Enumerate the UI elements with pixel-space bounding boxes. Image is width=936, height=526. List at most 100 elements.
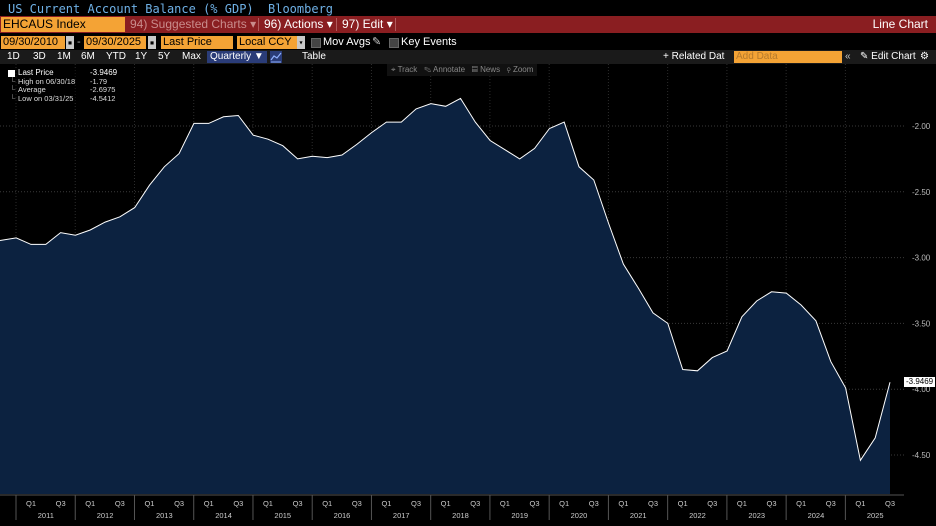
x-year-label: 2011 (38, 511, 54, 520)
area-fill (0, 98, 890, 495)
legend-high: └ High on 06/30/18 -1.79 (4, 76, 116, 87)
field-select[interactable]: Last Price (161, 36, 233, 49)
range-5y-button[interactable]: 5Y (158, 51, 171, 62)
line-chart-icon-svg (270, 52, 282, 63)
x-quarter-label: Q1 (737, 499, 747, 508)
divider (258, 18, 259, 31)
x-axis-band (0, 494, 936, 526)
x-quarter-label: Q1 (796, 499, 806, 508)
range-1d-button[interactable]: 1D (7, 51, 20, 62)
series-line (0, 97, 891, 462)
x-quarter-label: Q3 (352, 499, 362, 508)
legend-average: └ Average -2.6975 (4, 85, 116, 95)
x-year-label: 2018 (452, 511, 469, 520)
range-ytd-button[interactable]: YTD (106, 51, 126, 62)
key-events-checkbox[interactable] (389, 38, 399, 48)
news-tool[interactable]: News (480, 65, 501, 74)
start-date-field[interactable]: 09/30/2010 (1, 36, 65, 49)
x-quarter-label: Q3 (470, 499, 480, 508)
range-1m-button[interactable]: 1M (57, 51, 71, 62)
x-year-label: 2022 (689, 511, 706, 520)
x-quarter-label: Q1 (381, 499, 391, 508)
x-year-label: 2012 (97, 511, 114, 520)
legend-high-label: High on 06/30/18 (18, 76, 76, 86)
options-bar: 09/30/2010 ▪ - 09/30/2025 ▪ Last Price L… (0, 35, 936, 50)
divider (336, 18, 337, 31)
y-tick-label: -4.00 (912, 385, 931, 394)
related-data-button[interactable]: + Related Dat (663, 51, 725, 62)
range-toolbar: 1D 3D 1M 6M YTD 1Y 5Y Max Quarterly ▼ Ta… (0, 50, 936, 64)
last-price-tag: -3.9469 (904, 377, 936, 388)
suggested-charts-label: 94) Suggested Charts (130, 17, 247, 31)
x-quarter-label: Q1 (204, 499, 214, 508)
range-max-button[interactable]: Max (182, 51, 201, 62)
x-quarter-label: Q1 (855, 499, 865, 508)
add-data-input[interactable]: Add Data (734, 51, 842, 63)
settings-icon[interactable]: ⚙ (920, 51, 929, 62)
x-quarter-label: Q1 (144, 499, 154, 508)
legend-last-price-label: Last Price (18, 68, 54, 77)
x-quarter-label: Q3 (707, 499, 717, 508)
y-tick-label: -4.50 (912, 451, 931, 460)
x-quarter-label: Q1 (263, 499, 273, 508)
x-quarter-label: Q3 (530, 499, 540, 508)
x-quarter-label: Q1 (322, 499, 332, 508)
mov-avgs-checkbox[interactable] (311, 38, 321, 48)
news-icon: ▤ (471, 65, 478, 74)
annotate-tool[interactable]: Annotate (433, 65, 466, 74)
legend-tree-icon: └ (10, 76, 16, 86)
x-year-label: 2017 (393, 511, 410, 520)
chevron-down-icon: ▼ (253, 51, 264, 62)
currency-select[interactable]: Local CCY (237, 36, 297, 49)
pencil-icon[interactable]: ✎ (372, 36, 382, 48)
x-quarter-label: Q3 (411, 499, 421, 508)
x-year-label: 2021 (630, 511, 647, 520)
chevron-down-icon[interactable]: ▾ (297, 36, 305, 49)
frequency-select[interactable]: Quarterly ▼ (207, 51, 267, 63)
frequency-label: Quarterly (210, 51, 252, 62)
legend-high-value: -1.79 (90, 76, 108, 86)
edit-chart-button[interactable]: ✎ Edit Chart (860, 50, 916, 64)
calendar-icon[interactable]: ▪ (148, 36, 156, 49)
x-year-label: 2016 (334, 511, 351, 520)
legend-tree-icon: └ (10, 85, 16, 94)
collapse-icon[interactable]: « (845, 51, 851, 62)
legend-low: └ Low on 03/31/25 -4.5412 (4, 93, 116, 104)
zoom-tool[interactable]: Zoom (512, 65, 534, 74)
range-3d-button[interactable]: 3D (33, 51, 46, 62)
ticker-input[interactable]: EHCAUS Index (1, 17, 125, 32)
edit-label: 97) Edit (342, 17, 384, 31)
legend: Last Price -3.9469 └ High on 06/30/18 -1… (4, 68, 117, 104)
chart-tools: ⌖ Track ✎ Annotate ▤ News ⚲ Zoom (387, 64, 538, 76)
actions-button[interactable]: 96) Actions ▾ (264, 17, 333, 32)
x-quarter-label: Q3 (293, 499, 303, 508)
chevron-down-icon: ▾ (326, 17, 333, 31)
x-quarter-label: Q3 (56, 499, 66, 508)
x-quarter-label: Q3 (233, 499, 243, 508)
legend-average-value: -2.6975 (90, 85, 116, 94)
track-icon: ⌖ (391, 65, 396, 74)
actions-label: 96) Actions (264, 17, 324, 31)
edit-chart-label: Edit Chart (871, 51, 916, 62)
y-tick-label: -2.00 (912, 122, 931, 131)
legend-low-label: Low on 03/31/25 (18, 93, 74, 103)
table-button[interactable]: Table (302, 51, 326, 62)
range-6m-button[interactable]: 6M (81, 51, 95, 62)
chart-area[interactable]: -2.00 -2.50 -3.00 -3.50 -4.00 -4.50 Q1 Q3 2011 Q1… (0, 64, 936, 526)
x-quarter-label: Q3 (885, 499, 895, 508)
suggested-charts-button[interactable]: 94) Suggested Charts ▾ (130, 17, 256, 32)
source-label: Bloomberg (268, 2, 334, 16)
y-tick-label: -2.50 (912, 188, 931, 197)
edit-button[interactable]: 97) Edit ▾ (342, 17, 393, 32)
x-quarter-label: Q3 (115, 499, 125, 508)
chevron-down-icon: ▾ (386, 17, 393, 31)
range-1y-button[interactable]: 1Y (135, 51, 148, 62)
track-tool[interactable]: Track (397, 65, 418, 74)
legend-last-price[interactable]: Last Price -3.9469 (4, 68, 117, 78)
line-chart-icon[interactable] (270, 51, 282, 63)
end-date-field[interactable]: 09/30/2025 (84, 36, 146, 49)
x-year-label: 2023 (748, 511, 765, 520)
zoom-icon: ⚲ (506, 65, 511, 74)
calendar-icon[interactable]: ▪ (66, 36, 74, 49)
